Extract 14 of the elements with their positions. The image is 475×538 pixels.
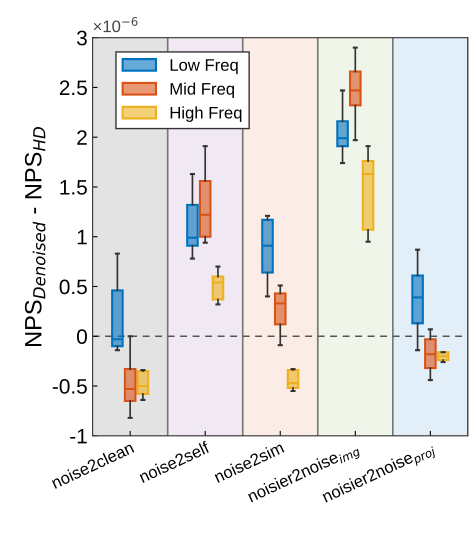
legend-label: Low Freq [170,59,238,74]
y-tick-label: 2 [77,130,87,145]
y-axis-title: NPS$_{Denoised}$ - NPS$_{HD}$ [24,127,46,346]
y-tick-label: 3 [76,30,87,46]
legend-label: Mid Freq [170,82,234,98]
y-tick-label: -0.5 [52,379,87,394]
text: ×10$^{−6}$ [94,17,138,32]
y-tick-label: 0.5 [60,279,87,294]
y-tick-label: 2.5 [60,80,87,96]
y-tick-label: 1.5 [60,180,87,195]
y-tick-label: 0 [76,329,87,344]
y-tick-label: 1 [78,230,87,244]
y-tick-label: -1 [70,428,87,444]
legend-label: High Freq [170,106,242,122]
